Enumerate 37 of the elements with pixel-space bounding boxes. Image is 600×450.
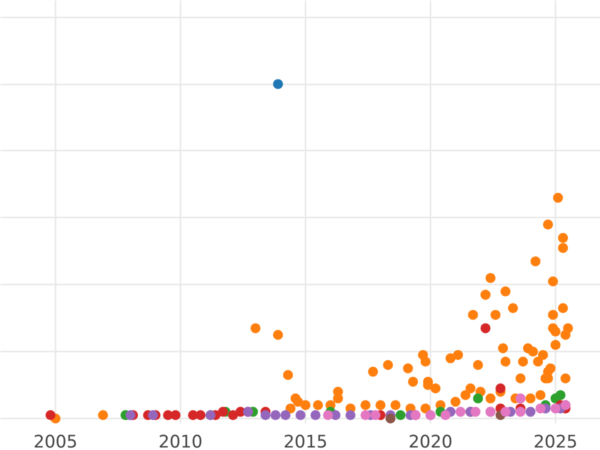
point — [440, 410, 450, 420]
point — [196, 410, 206, 420]
point — [456, 406, 466, 417]
x-tick-label: 2020 — [408, 432, 453, 450]
point — [273, 79, 283, 90]
point — [556, 390, 566, 400]
point — [270, 410, 280, 420]
point — [148, 410, 158, 420]
point — [473, 393, 483, 404]
point — [280, 410, 290, 420]
point — [536, 403, 546, 414]
point — [170, 410, 180, 420]
point — [470, 406, 480, 417]
point — [360, 410, 370, 420]
point — [516, 393, 526, 404]
point — [323, 410, 333, 420]
point — [396, 410, 406, 420]
point — [496, 383, 506, 394]
point — [370, 410, 380, 420]
x-tick-label: 2025 — [533, 432, 578, 450]
point — [126, 410, 136, 420]
point — [228, 410, 238, 420]
point — [516, 406, 526, 417]
point — [500, 406, 510, 417]
point — [310, 410, 320, 420]
point — [260, 410, 270, 420]
point — [550, 403, 560, 414]
x-tick-label: 2010 — [158, 432, 203, 450]
point — [296, 410, 306, 420]
point — [346, 410, 356, 420]
point — [480, 323, 490, 334]
point — [386, 413, 396, 424]
x-tick-label: 2005 — [33, 432, 78, 450]
point — [218, 406, 228, 417]
point — [46, 410, 56, 420]
x-tick-label: 2015 — [283, 432, 328, 450]
point — [526, 406, 536, 417]
